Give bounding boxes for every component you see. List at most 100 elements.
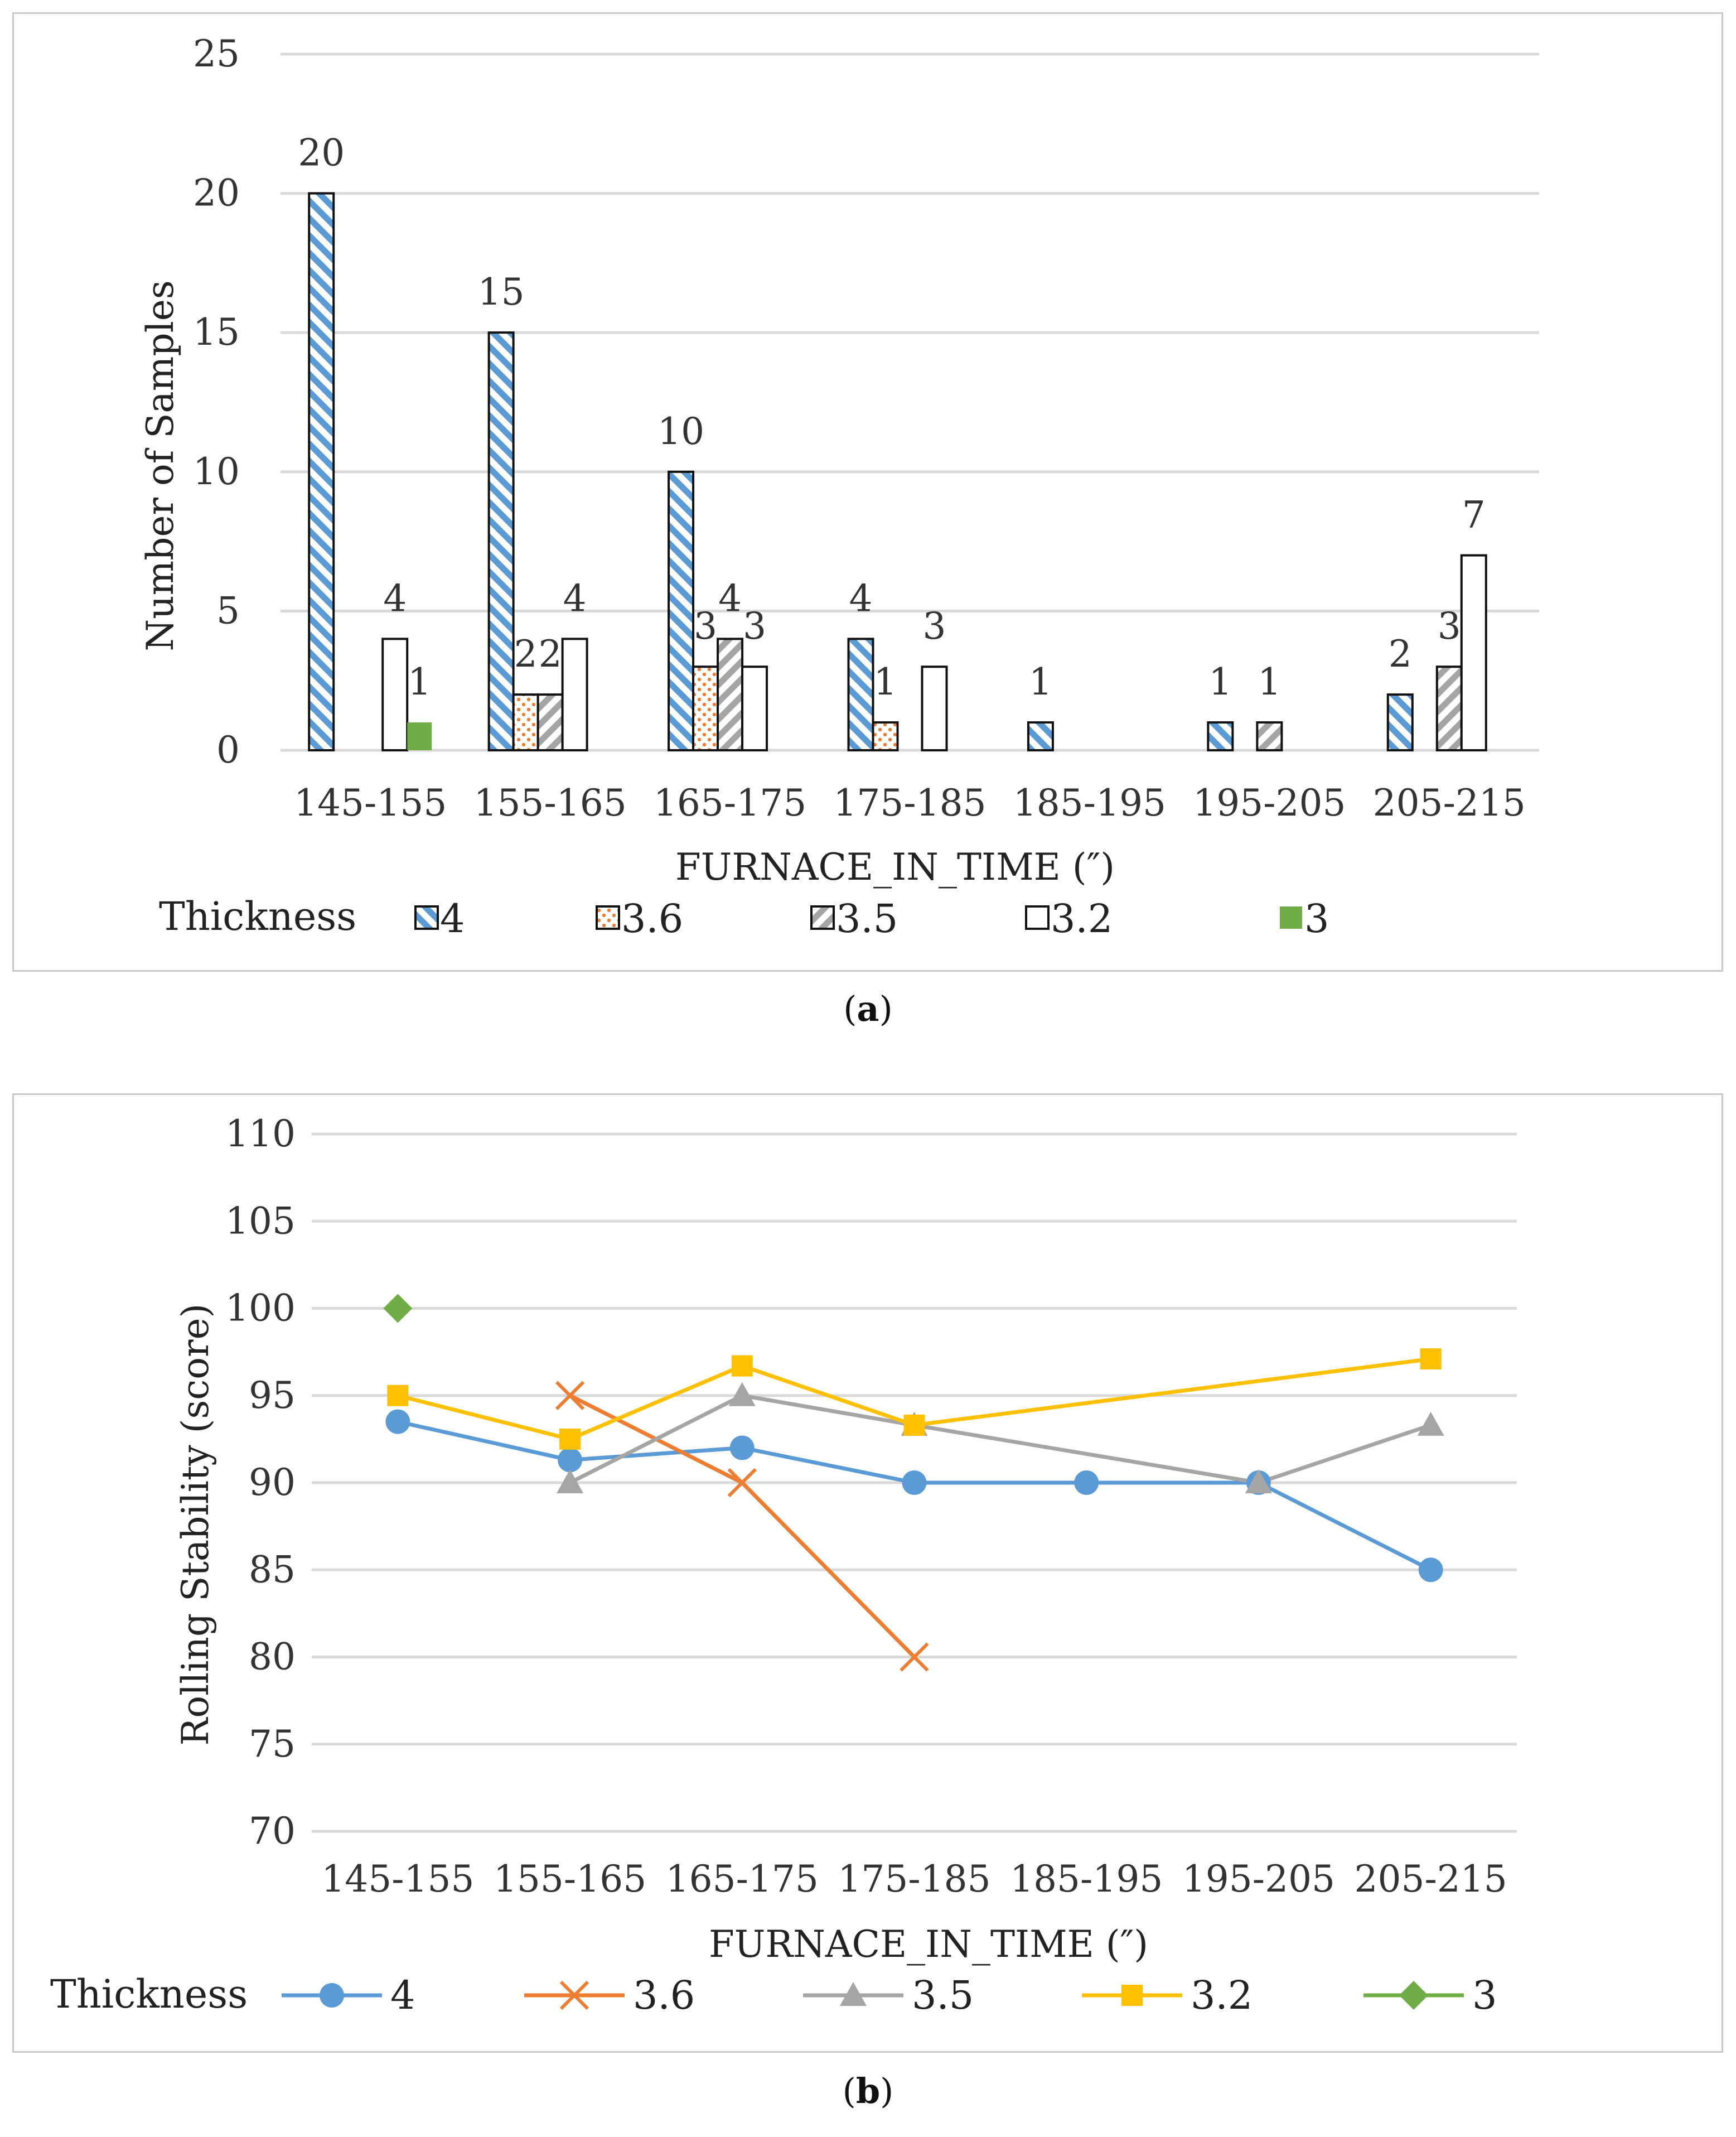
y-tick-label: 15 <box>193 311 240 354</box>
bar-data-label: 4 <box>849 577 873 620</box>
bar-series-4 <box>1207 721 1234 751</box>
legend-marker-3.2 <box>1121 1985 1143 2006</box>
x-tick-label: 155-165 <box>494 1858 646 1900</box>
y-tick-label: 70 <box>249 1810 296 1853</box>
legend-swatch-3.2 <box>1025 905 1050 930</box>
point-series-3.2 <box>559 1428 581 1450</box>
y-tick-label: 0 <box>216 729 240 771</box>
legend-label-4: 4 <box>390 1972 415 2018</box>
chart-panel-a: 0 5 10 15 20 25 20 4 1 15 2 2 4 10 3 4 3 4 1 3 1 1 1 2 3 7 145-1… <box>12 12 1723 972</box>
legend-label-3: 3 <box>1304 896 1329 942</box>
bar-data-label: 3 <box>1438 605 1461 648</box>
x-tick-label: 205-215 <box>1355 1858 1507 1900</box>
bar-series-4 <box>1386 693 1414 752</box>
x-tick-label: 165-175 <box>654 782 806 824</box>
legend-swatch-4 <box>414 905 439 930</box>
x-tick-label: 195-205 <box>1182 1858 1335 1900</box>
bar-data-label: 2 <box>539 633 562 676</box>
point-series-4 <box>385 1409 410 1434</box>
point-series-4 <box>1074 1470 1099 1495</box>
bar-series-3.5 <box>536 693 564 752</box>
bar-data-label: 1 <box>1208 660 1232 703</box>
bar-series-3 <box>407 722 432 750</box>
bar-series-4 <box>1027 721 1054 751</box>
x-tick-label: 145-155 <box>294 782 447 824</box>
legend: Thickness 4 3.6 3.5 3.2 3 <box>50 1971 1497 2018</box>
x-tick-label: 185-195 <box>1010 1858 1163 1900</box>
bar-data-label: 3 <box>923 605 946 648</box>
legend-label-3.5: 3.5 <box>912 1972 974 2018</box>
bar-series-3.5 <box>1256 721 1283 751</box>
legend-marker-3.6 <box>559 1980 589 2010</box>
bar-series-3.6 <box>692 665 719 751</box>
x-tick-label: 155-165 <box>474 782 627 824</box>
point-series-3.6 <box>555 1381 585 1410</box>
bar-data-label: 3 <box>743 605 766 648</box>
bar-data-label: 2 <box>1389 633 1412 676</box>
point-series-4 <box>729 1435 755 1460</box>
y-tick-label: 85 <box>249 1548 296 1591</box>
y-axis-label: Rolling Stability (score) <box>174 1304 217 1746</box>
y-tick-label: 10 <box>193 450 240 493</box>
point-series-3.2 <box>731 1355 753 1377</box>
bar-data-label: 2 <box>514 633 538 676</box>
point-series-3.2 <box>1420 1348 1442 1370</box>
bar-data-label: 4 <box>563 577 587 620</box>
series-line-3.6 <box>569 1393 916 1658</box>
bar-series-3.5 <box>1435 665 1463 751</box>
legend-marker-3.5 <box>840 1982 867 2006</box>
x-tick-label: 165-175 <box>666 1858 819 1900</box>
bar-data-label: 20 <box>298 132 345 175</box>
legend-label-3.2: 3.2 <box>1191 1972 1253 2018</box>
bar-series-3.2 <box>921 665 948 751</box>
y-tick-label: 20 <box>193 172 240 215</box>
y-tick-label: 5 <box>216 589 240 632</box>
point-series-4 <box>558 1448 583 1473</box>
legend-label-3.5: 3.5 <box>836 896 898 942</box>
bar-data-label: 3 <box>694 605 717 648</box>
legend-swatch-3.6 <box>596 905 620 930</box>
bar-series-4 <box>487 331 515 751</box>
y-tick-label: 75 <box>249 1723 296 1765</box>
point-series-3.6 <box>727 1468 757 1498</box>
point-series-4 <box>902 1470 927 1495</box>
y-tick-label: 100 <box>225 1287 296 1330</box>
legend: Thickness 4 3.6 3.5 3.2 3 <box>159 894 1329 942</box>
legend-swatch-3 <box>1280 906 1302 929</box>
bar-data-label: 4 <box>383 577 407 620</box>
point-series-3.2 <box>903 1414 925 1436</box>
bar-data-label: 7 <box>1462 494 1486 537</box>
caption-a: (a) <box>843 988 893 1029</box>
bar-series-3.6 <box>872 721 899 751</box>
point-series-3.5 <box>557 1469 584 1493</box>
point-series-3.5 <box>1417 1411 1444 1436</box>
x-tick-label: 175-185 <box>838 1858 990 1900</box>
bar-series-3.2 <box>741 665 768 751</box>
point-series-3.5 <box>1245 1469 1272 1493</box>
bar-series-4 <box>847 638 874 751</box>
chart-panel-b: 70 75 80 85 90 95 100 105 110 145-155 155-165 165-… <box>12 1093 1723 2053</box>
legend-label-3.6: 3.6 <box>633 1972 695 2018</box>
series-line-4 <box>397 1420 1432 1572</box>
bar-data-label: 1 <box>874 660 897 703</box>
legend-swatch-3.5 <box>810 905 835 930</box>
legend-title: Thickness <box>159 894 356 939</box>
series-line-3.5 <box>569 1393 1432 1485</box>
bar-series-3.2 <box>381 638 409 751</box>
bar-data-label: 1 <box>408 660 431 703</box>
bar-data-label: 4 <box>718 577 742 620</box>
point-series-3.2 <box>387 1385 409 1406</box>
x-tick-label: 205-215 <box>1373 782 1526 824</box>
bar-series-3.2 <box>561 638 588 751</box>
y-tick-label: 90 <box>249 1461 296 1504</box>
x-tick-label: 185-195 <box>1013 782 1166 824</box>
legend-label-3.6: 3.6 <box>621 896 683 942</box>
x-tick-label: 175-185 <box>833 782 986 824</box>
legend-marker-3 <box>1399 1981 1428 2010</box>
bar-data-label: 1 <box>1258 660 1281 703</box>
point-series-3.6 <box>900 1642 929 1672</box>
legend-label-3.2: 3.2 <box>1051 896 1113 942</box>
y-tick-label: 25 <box>193 32 240 75</box>
bar-series-3.6 <box>512 693 539 752</box>
